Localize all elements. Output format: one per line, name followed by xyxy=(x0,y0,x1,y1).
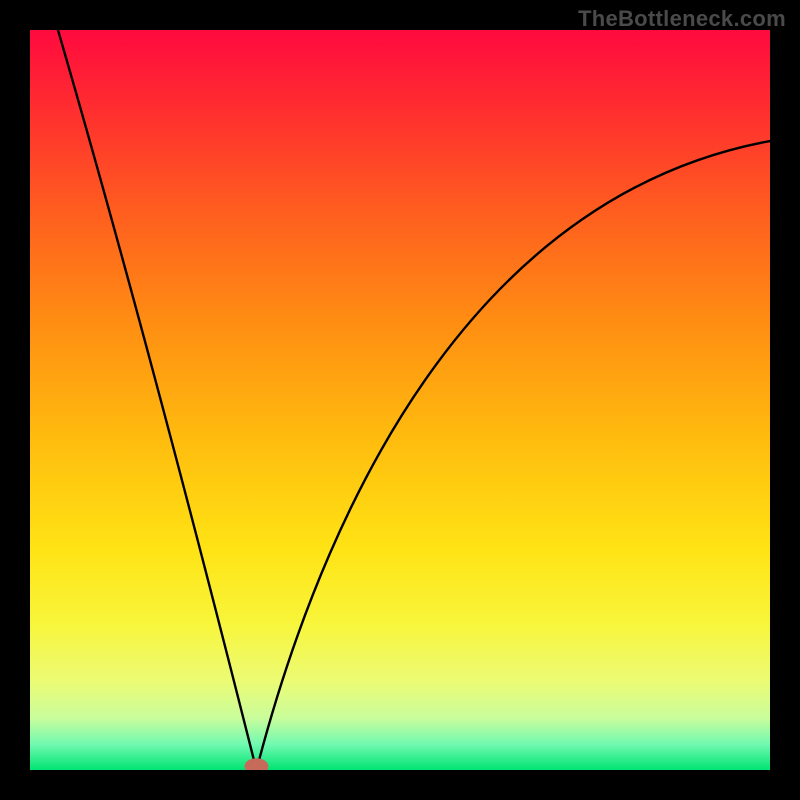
chart-stage: TheBottleneck.com xyxy=(0,0,800,800)
gradient-background xyxy=(30,30,770,770)
watermark-text: TheBottleneck.com xyxy=(578,6,786,32)
plot-area xyxy=(30,30,770,770)
plot-svg xyxy=(30,30,770,770)
